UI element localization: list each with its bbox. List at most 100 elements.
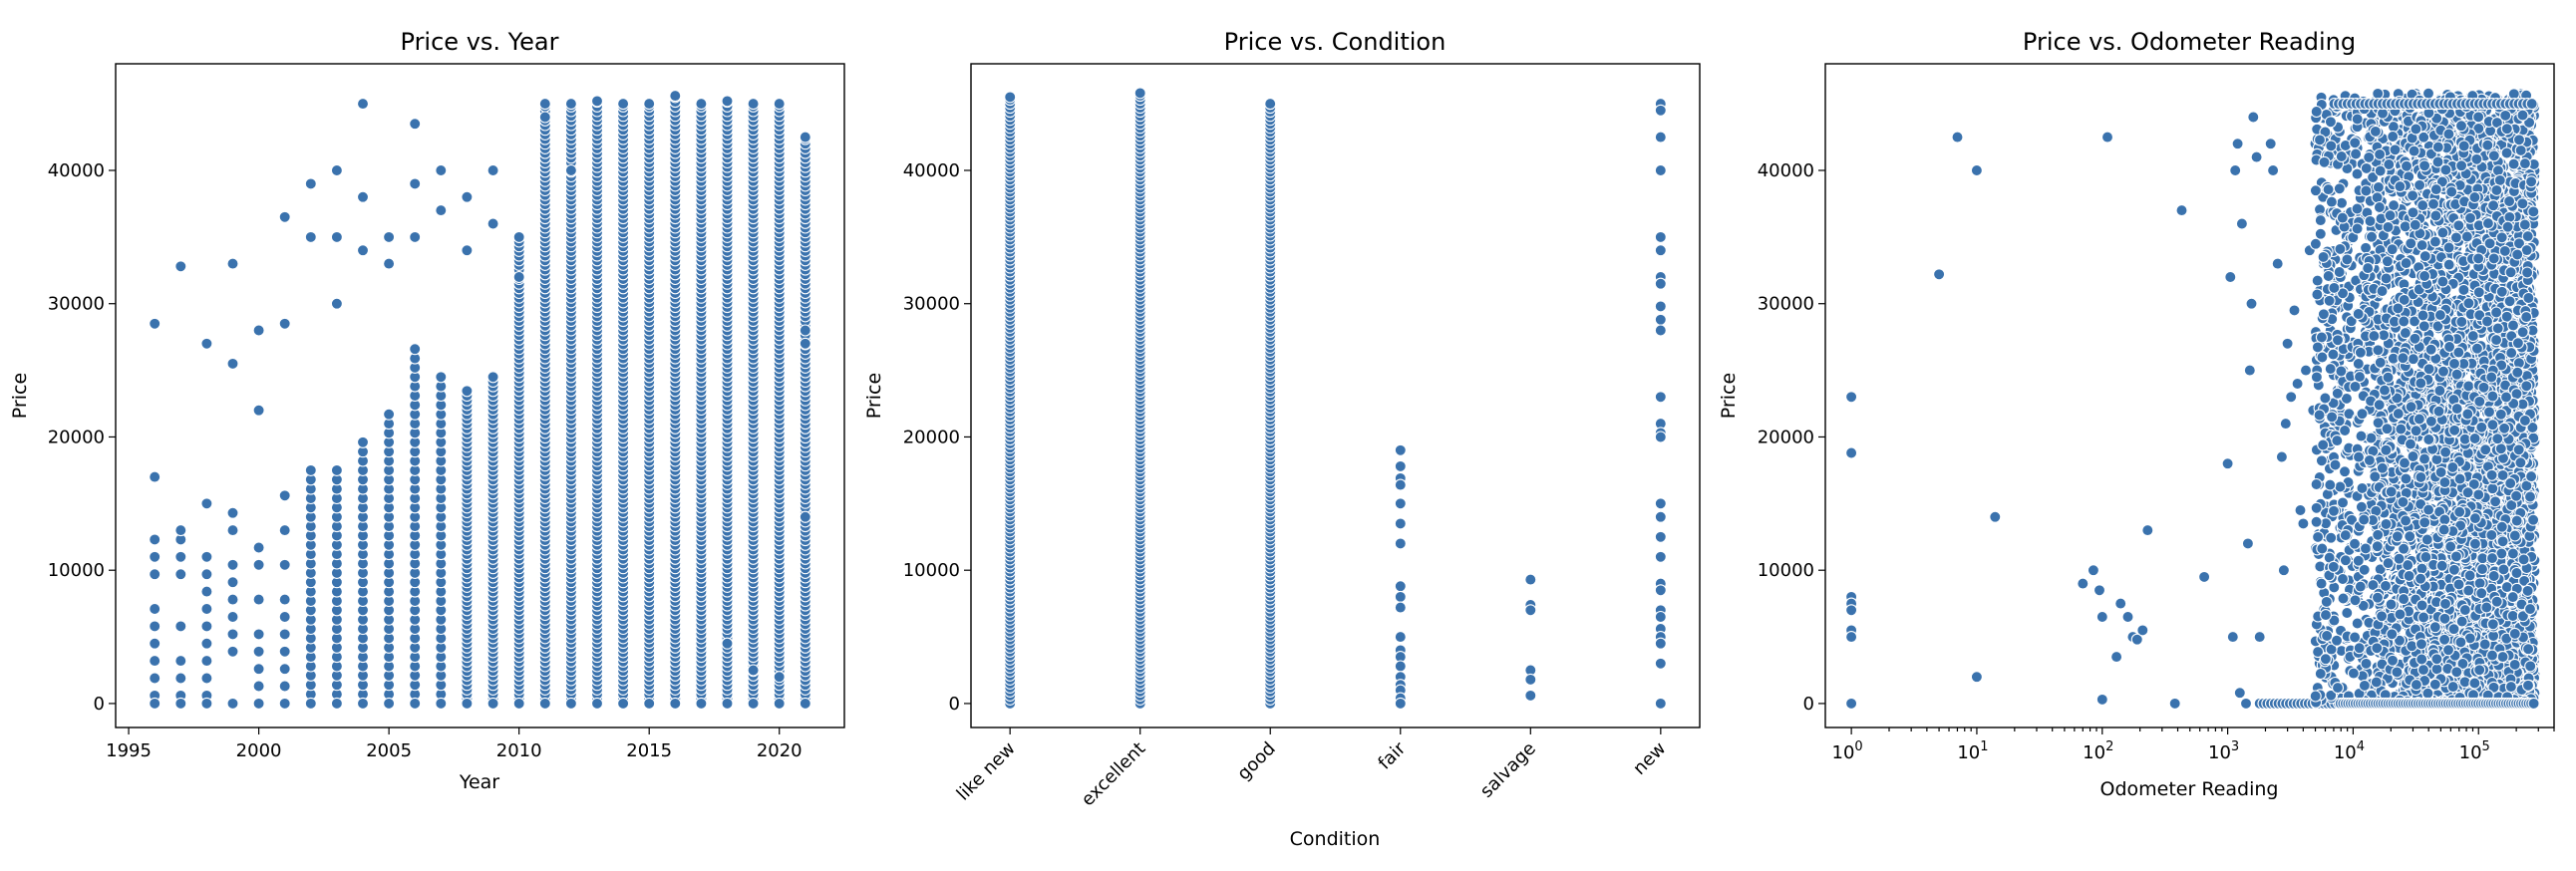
data-point — [1654, 610, 1667, 624]
data-point — [2339, 554, 2352, 567]
data-point — [435, 371, 448, 384]
data-point — [461, 190, 474, 203]
data-point — [2333, 265, 2346, 279]
data-point — [1394, 660, 1407, 673]
chart-title: Price vs. Odometer Reading — [2023, 28, 2356, 56]
data-point — [2275, 450, 2288, 463]
data-point — [278, 524, 291, 537]
data-point — [2310, 105, 2323, 119]
data-point — [252, 680, 265, 693]
data-point — [1654, 277, 1667, 290]
data-point — [721, 95, 734, 108]
data-point — [2322, 183, 2335, 196]
data-point — [200, 550, 213, 563]
data-point — [1989, 510, 2002, 523]
data-point — [2360, 241, 2373, 254]
data-point — [2325, 195, 2338, 208]
data-point — [252, 697, 265, 710]
data-point — [2335, 149, 2348, 163]
data-point — [2351, 617, 2364, 630]
data-point — [2277, 564, 2290, 577]
data-point — [226, 506, 239, 519]
data-point — [617, 697, 630, 710]
data-point — [304, 177, 317, 190]
data-point — [2315, 331, 2328, 344]
data-point — [2313, 409, 2326, 422]
data-point — [461, 244, 474, 257]
data-point — [2245, 297, 2258, 310]
data-point — [2329, 458, 2342, 471]
data-point — [149, 672, 161, 685]
data-point — [2241, 537, 2254, 550]
data-point — [1654, 324, 1667, 337]
data-point — [278, 489, 291, 502]
data-point — [2168, 697, 2181, 710]
data-point — [174, 697, 187, 710]
data-point — [1394, 478, 1407, 491]
data-point — [799, 131, 811, 144]
data-point — [2331, 435, 2344, 447]
data-point — [252, 593, 265, 606]
data-point — [226, 357, 239, 370]
data-point — [200, 655, 213, 668]
data-point — [695, 697, 708, 710]
data-point — [330, 697, 343, 710]
data-point — [2336, 572, 2350, 586]
y-tick-label: 0 — [94, 694, 105, 715]
data-point — [2326, 411, 2339, 424]
data-point — [2243, 364, 2256, 377]
x-tick-label: 2000 — [236, 740, 282, 761]
x-tick-label: like new — [953, 738, 1020, 805]
points-group — [1004, 87, 1667, 710]
data-point — [2317, 308, 2330, 321]
data-point — [149, 470, 161, 483]
data-point — [174, 620, 187, 633]
data-point — [2285, 391, 2298, 404]
data-point — [356, 98, 370, 111]
data-point — [356, 244, 370, 257]
data-point — [512, 230, 525, 243]
data-point — [2316, 351, 2329, 364]
data-point — [2264, 138, 2277, 150]
data-point — [2309, 237, 2322, 250]
data-point — [330, 230, 343, 243]
data-point — [1524, 673, 1537, 686]
data-point — [2110, 651, 2123, 664]
data-point — [435, 697, 448, 710]
data-point — [2350, 147, 2363, 160]
chart-odometer: Price vs. Odometer Reading 100 101 102 103 1… — [1718, 28, 2555, 800]
data-point — [1654, 697, 1667, 710]
data-point — [252, 663, 265, 676]
data-point — [2327, 504, 2341, 517]
data-point — [383, 697, 396, 710]
data-point — [1933, 268, 1946, 281]
data-point — [226, 558, 239, 571]
data-point — [2312, 530, 2325, 543]
data-point — [1654, 163, 1667, 177]
y-axis-label: Price — [9, 373, 31, 419]
x-tick-label: good — [1233, 738, 1280, 785]
x-tick-label: new — [1629, 738, 1670, 779]
data-point — [149, 602, 161, 616]
data-point — [1394, 601, 1407, 614]
data-point — [2336, 211, 2349, 224]
data-point — [2336, 496, 2350, 509]
data-point — [226, 593, 239, 606]
data-point — [1845, 697, 1858, 710]
data-point — [1654, 510, 1667, 523]
data-point — [2314, 227, 2327, 240]
data-point — [2136, 624, 2149, 637]
data-point — [278, 593, 291, 606]
data-point — [538, 697, 551, 710]
points-group — [1845, 87, 2541, 710]
data-point — [2325, 531, 2338, 544]
data-point — [2288, 304, 2301, 317]
data-point — [1654, 313, 1667, 326]
data-point — [2121, 610, 2134, 624]
data-point — [799, 697, 811, 710]
data-point — [330, 163, 343, 177]
data-point — [2224, 270, 2237, 284]
